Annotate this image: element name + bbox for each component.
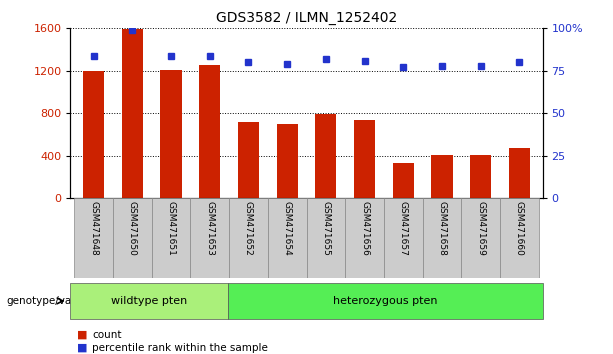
Bar <box>315 114 337 198</box>
Text: GSM471648: GSM471648 <box>89 201 98 255</box>
Bar <box>113 198 152 278</box>
Bar <box>306 198 345 278</box>
Bar <box>83 71 104 198</box>
Text: GSM471658: GSM471658 <box>438 201 446 256</box>
Bar <box>191 198 229 278</box>
Bar <box>122 29 143 198</box>
Bar <box>345 198 384 278</box>
Text: heterozygous pten: heterozygous pten <box>333 296 438 306</box>
Bar <box>509 148 530 198</box>
Text: GSM471657: GSM471657 <box>398 201 408 256</box>
Text: genotype/variation: genotype/variation <box>6 296 105 306</box>
Bar <box>268 198 306 278</box>
Bar <box>461 198 500 278</box>
Text: ■: ■ <box>77 330 91 339</box>
Bar <box>500 198 539 278</box>
Bar <box>229 198 268 278</box>
Text: GSM471651: GSM471651 <box>167 201 175 256</box>
Bar <box>161 70 181 198</box>
Text: GSM471656: GSM471656 <box>360 201 369 256</box>
Bar <box>392 163 414 198</box>
Title: GDS3582 / ILMN_1252402: GDS3582 / ILMN_1252402 <box>216 11 397 24</box>
Bar <box>384 198 422 278</box>
Text: GSM471653: GSM471653 <box>205 201 215 256</box>
Bar <box>432 155 452 198</box>
Bar <box>152 198 191 278</box>
Text: ■: ■ <box>77 343 91 353</box>
Bar <box>238 122 259 198</box>
Text: GSM471652: GSM471652 <box>244 201 253 255</box>
Text: GSM471660: GSM471660 <box>515 201 524 256</box>
Text: GSM471654: GSM471654 <box>283 201 292 255</box>
Text: wildtype pten: wildtype pten <box>111 296 188 306</box>
Bar <box>276 124 298 198</box>
Text: GSM471650: GSM471650 <box>128 201 137 256</box>
Text: count: count <box>92 330 121 339</box>
Bar <box>199 65 221 198</box>
Bar <box>470 155 491 198</box>
Bar <box>422 198 461 278</box>
Text: GSM471655: GSM471655 <box>321 201 330 256</box>
Text: percentile rank within the sample: percentile rank within the sample <box>92 343 268 353</box>
Bar <box>354 120 375 198</box>
Text: GSM471659: GSM471659 <box>476 201 485 256</box>
Bar <box>74 198 113 278</box>
